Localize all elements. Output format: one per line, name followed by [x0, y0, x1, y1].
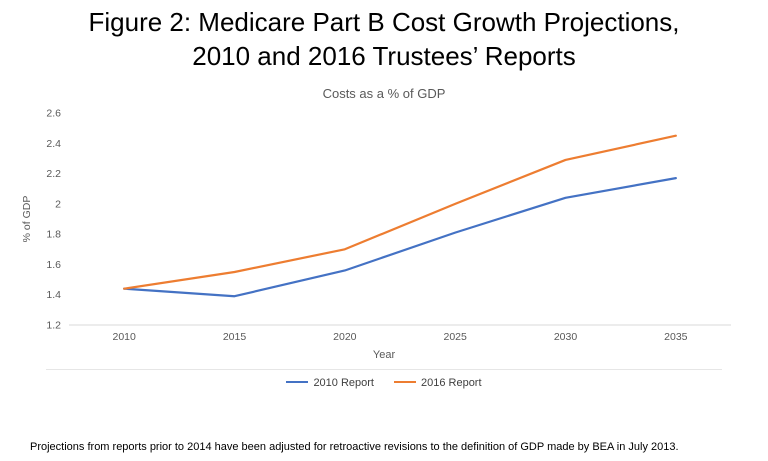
legend-swatch-2010-report	[286, 380, 309, 383]
x-tick-label: 2030	[554, 331, 578, 343]
x-tick-label: 2015	[223, 331, 247, 343]
legend-item: 2010 Report	[286, 377, 374, 389]
legend: 2010 Report 2016 Report	[46, 368, 722, 389]
chart-plot: 1.2 1.4 1.6 1.8 2 2.2 2.4 2.6 2010 2015 2020 2025 20…	[21, 107, 731, 343]
legend-item: 2016 Report	[393, 376, 482, 389]
legend-label: 2010 Report	[313, 376, 374, 389]
y-tick-label: 2.6	[46, 107, 61, 119]
y-tick-label: 2.2	[46, 168, 61, 180]
series-line-2010-report	[123, 176, 677, 297]
figure-title-line1: Figure 2: Medicare Part B Cost Growth Pr…	[88, 7, 680, 37]
legend-swatch-2016-report	[393, 380, 416, 383]
chart-title: Costs as a % of GDP	[322, 85, 446, 101]
x-tick-label: 2025	[443, 331, 467, 343]
y-tick-label: 1.8	[46, 228, 61, 240]
y-tick-label: 1.4	[46, 289, 61, 301]
x-tick-label: 2035	[664, 331, 688, 343]
y-tick-label: 1.6	[46, 259, 61, 271]
y-tick-label: 1.2	[46, 319, 61, 331]
figure-title-line2: 2010 and 2016 Trustees’ Reports	[192, 40, 576, 71]
footnote: Projections from reports prior to 2014 h…	[30, 441, 679, 453]
y-axis-title: % of GDP	[21, 195, 33, 242]
series-line-2016-report	[123, 134, 677, 290]
y-tick-label: 2	[55, 198, 61, 210]
chart-area: 1.2 1.4 1.6 1.8 2 2.2 2.4 2.6 2010 2015 2020 2025 20…	[0, 105, 768, 389]
x-tick-label: 2020	[333, 331, 357, 343]
y-tick-label: 2.4	[46, 137, 61, 149]
figure-title: Figure 2: Medicare Part B Cost Growth Pr…	[0, 0, 768, 74]
legend-label: 2016 Report	[420, 376, 482, 389]
x-axis-title: Year	[372, 348, 396, 361]
x-tick-label: 2010	[112, 331, 136, 343]
